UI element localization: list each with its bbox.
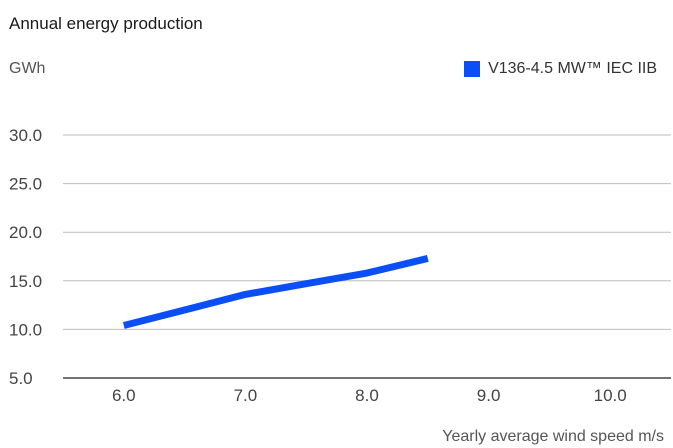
x-tick-label: 6.0 (112, 386, 136, 405)
y-tick-label: 25.0 (9, 175, 42, 194)
x-tick-label: 10.0 (594, 386, 627, 405)
y-axis-label: GWh (9, 60, 46, 77)
y-tick-label: 10.0 (9, 320, 42, 339)
y-tick-label: 15.0 (9, 272, 42, 291)
chart-title: Annual energy production (9, 14, 203, 33)
x-axis-label: Yearly average wind speed m/s (442, 428, 664, 445)
legend-label: V136-4.5 MW™ IEC IIB (488, 60, 657, 77)
y-tick-label: 5.0 (9, 369, 33, 388)
legend: V136-4.5 MW™ IEC IIB (464, 60, 657, 78)
y-tick-label: 20.0 (9, 223, 42, 242)
legend-swatch (464, 61, 481, 77)
series-line (122, 255, 429, 329)
y-tick-label: 30.0 (9, 126, 42, 145)
x-tick-label: 8.0 (355, 386, 379, 405)
x-tick-label: 7.0 (234, 386, 258, 405)
x-tick-label: 9.0 (477, 386, 501, 405)
